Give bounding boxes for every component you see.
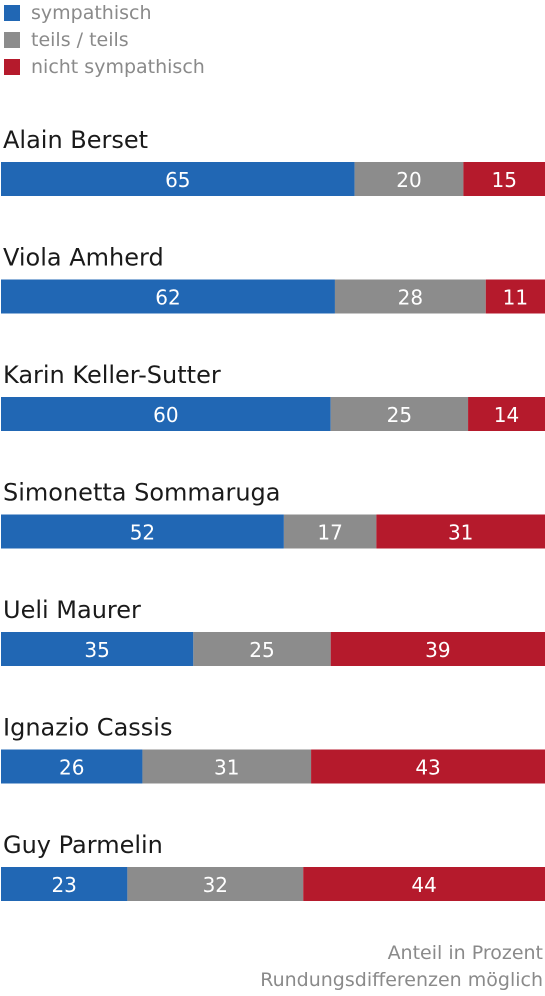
- legend-label: teils / teils: [31, 29, 129, 51]
- legend-swatch: [4, 32, 20, 48]
- bar-segment-nicht-sympathisch: [485, 279, 545, 314]
- bar-segment-teils: [142, 749, 312, 784]
- bar-value-label: 14: [494, 403, 519, 427]
- bar-value-label: 43: [415, 756, 440, 780]
- bar-segment-sympathisch: [1, 632, 194, 666]
- bar-value-label: 11: [503, 286, 528, 310]
- legend-label: nicht sympathisch: [31, 56, 205, 78]
- bar-segment-sympathisch: [1, 867, 128, 901]
- bar-value-label: 52: [130, 521, 155, 545]
- bar-segment-teils: [354, 162, 464, 196]
- bar-value-label: 17: [317, 521, 342, 545]
- bar-segment-sympathisch: [1, 514, 284, 549]
- person-name: Karin Keller-Sutter: [3, 361, 221, 389]
- bar-value-label: 23: [51, 873, 76, 897]
- bar-segment-nicht-sympathisch: [468, 397, 545, 431]
- footnote-unit: Anteil in Prozent: [387, 942, 543, 964]
- legend-label: sympathisch: [31, 2, 152, 24]
- legend-swatch: [4, 59, 20, 75]
- bar-value-label: 25: [387, 403, 412, 427]
- bar-segment-nicht-sympathisch: [311, 749, 545, 784]
- bar-segment-nicht-sympathisch: [303, 867, 545, 901]
- bar-segment-teils: [334, 279, 486, 314]
- person-name: Ueli Maurer: [3, 596, 141, 624]
- bar-value-label: 44: [411, 873, 436, 897]
- bar-segment-sympathisch: [1, 749, 143, 784]
- person-name: Viola Amherd: [3, 244, 164, 272]
- bar-segment-nicht-sympathisch: [463, 162, 545, 196]
- bar-value-label: 31: [214, 756, 239, 780]
- bar-segment-sympathisch: [1, 162, 355, 196]
- bar-value-label: 65: [165, 168, 190, 192]
- bar-segment-nicht-sympathisch: [330, 632, 545, 666]
- bar-value-label: 62: [155, 286, 180, 310]
- bar-segment-teils: [283, 514, 377, 549]
- person-name: Ignazio Cassis: [3, 714, 172, 742]
- bar-segment-teils: [193, 632, 331, 666]
- footnote-rounding: Rundungsdifferenzen möglich: [260, 969, 543, 991]
- bar-value-label: 60: [153, 403, 178, 427]
- bar-value-label: 28: [398, 286, 423, 310]
- bar-value-label: 25: [249, 638, 274, 662]
- bar-segment-teils: [127, 867, 304, 901]
- legend-swatch: [4, 5, 20, 21]
- bar-value-label: 15: [491, 168, 516, 192]
- person-name: Guy Parmelin: [3, 831, 163, 859]
- person-name: Simonetta Sommaruga: [3, 479, 281, 507]
- bar-segment-nicht-sympathisch: [376, 514, 545, 549]
- bar-value-label: 26: [59, 756, 84, 780]
- bar-value-label: 39: [425, 638, 450, 662]
- bar-segment-sympathisch: [1, 397, 331, 431]
- bar-segment-teils: [330, 397, 469, 431]
- bar-segment-sympathisch: [1, 279, 335, 314]
- person-name: Alain Berset: [3, 126, 148, 154]
- bar-value-label: 32: [203, 873, 228, 897]
- footnote: Anteil in Prozent Rundungsdifferenzen mö…: [260, 940, 543, 994]
- bar-value-label: 31: [448, 521, 473, 545]
- bar-value-label: 35: [84, 638, 109, 662]
- bar-value-label: 20: [396, 168, 421, 192]
